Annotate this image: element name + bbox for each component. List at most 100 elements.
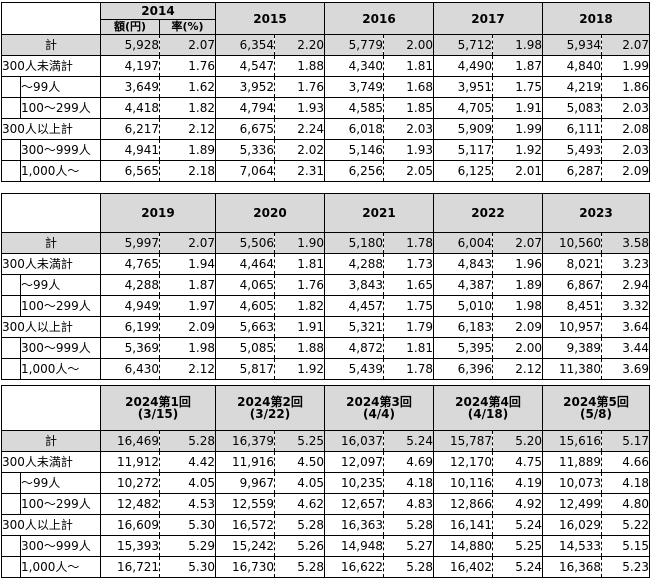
rate-cell: 1.88 [274, 55, 325, 77]
amount-cell: 10,272 [100, 472, 160, 494]
amount-cell: 6,199 [100, 316, 160, 338]
round-header: 2024第3回 (4/4) [324, 385, 434, 431]
rate-cell: 1.75 [492, 76, 543, 98]
amount-cell: 4,457 [324, 295, 384, 317]
amount-cell: 5,180 [324, 232, 384, 254]
amount-cell: 5,909 [433, 118, 493, 140]
row-label: 1,000人～ [20, 556, 101, 578]
header-corner-cell [1, 385, 101, 431]
rate-cell: 4.69 [383, 451, 434, 473]
amount-cell: 10,957 [542, 316, 602, 338]
table-row: 100～299人 12,482 4.53 12,559 4.62 12,657 4.83 12… [1, 493, 650, 515]
amount-cell: 16,141 [433, 514, 493, 536]
amount-cell: 15,242 [215, 535, 275, 557]
amount-cell: 4,872 [324, 337, 384, 359]
rate-cell: 1.90 [274, 232, 325, 254]
row-label: 300人以上計 [1, 514, 101, 536]
rate-cell: 1.76 [159, 55, 216, 77]
rate-cell: 1.75 [383, 295, 434, 317]
rate-cell: 4.53 [159, 493, 216, 515]
rate-cell: 3.44 [601, 337, 650, 359]
table-row: 300人未満計 11,912 4.42 11,916 4.50 12,097 4.69 12,… [1, 451, 650, 473]
rate-cell: 1.98 [492, 34, 543, 56]
indent-spacer [1, 493, 21, 515]
row-label: 1,000人～ [20, 160, 101, 182]
rate-cell: 5.30 [159, 514, 216, 536]
amount-cell: 4,219 [542, 76, 602, 98]
amount-cell: 4,197 [100, 55, 160, 77]
amount-cell: 5,934 [542, 34, 602, 56]
amount-cell: 10,560 [542, 232, 602, 254]
table-row: 計 5,928 2.07 6,354 2.20 5,779 2.00 5,712 1.98 5,9… [1, 34, 650, 56]
rate-cell: 1.99 [492, 118, 543, 140]
rate-cell: 5.25 [492, 535, 543, 557]
amount-cell: 16,037 [324, 430, 384, 452]
wage-table-2019-2023: 2019 2020 2021 2022 2023 計 5,997 2.07 5,506… [1, 193, 650, 380]
amount-cell: 6,256 [324, 160, 384, 182]
rate-cell: 2.24 [274, 118, 325, 140]
table-row: 300人以上計 6,199 2.09 5,663 1.91 5,321 1.79 6,183 2… [1, 316, 650, 338]
rate-cell: 1.85 [383, 97, 434, 119]
amount-cell: 3,649 [100, 76, 160, 98]
year-header: 2016 [324, 2, 434, 35]
amount-cell: 5,928 [100, 34, 160, 56]
rate-cell: 2.12 [492, 358, 543, 380]
indent-spacer [1, 274, 21, 296]
amount-cell: 8,021 [542, 253, 602, 275]
rate-cell: 5.24 [492, 514, 543, 536]
rate-cell: 1.78 [383, 232, 434, 254]
amount-cell: 15,787 [433, 430, 493, 452]
amount-cell: 5,439 [324, 358, 384, 380]
rate-cell: 5.28 [274, 556, 325, 578]
rate-cell: 5.23 [601, 556, 650, 578]
amount-cell: 3,952 [215, 76, 275, 98]
amount-cell: 12,866 [433, 493, 493, 515]
amount-cell: 16,363 [324, 514, 384, 536]
round-header-date: (3/22) [249, 407, 291, 421]
rate-cell: 1.78 [383, 358, 434, 380]
rate-cell: 4.18 [601, 472, 650, 494]
rate-cell: 1.87 [159, 274, 216, 296]
amount-cell: 5,117 [433, 139, 493, 161]
rate-cell: 2.03 [601, 97, 650, 119]
rate-cell: 2.12 [159, 358, 216, 380]
amount-cell: 6,867 [542, 274, 602, 296]
amount-cell: 12,482 [100, 493, 160, 515]
rate-cell: 1.82 [159, 97, 216, 119]
amount-cell: 4,585 [324, 97, 384, 119]
amount-cell: 3,951 [433, 76, 493, 98]
amount-cell: 5,506 [215, 232, 275, 254]
rate-cell: 1.89 [159, 139, 216, 161]
row-label: 100～299人 [20, 295, 101, 317]
rate-cell: 4.80 [601, 493, 650, 515]
row-label: ～99人 [20, 274, 101, 296]
amount-cell: 5,779 [324, 34, 384, 56]
row-label: 300人未満計 [1, 55, 101, 77]
rate-cell: 2.02 [274, 139, 325, 161]
rate-cell: 1.93 [274, 97, 325, 119]
amount-cell: 6,111 [542, 118, 602, 140]
rate-cell: 1.73 [383, 253, 434, 275]
rate-cell: 2.07 [492, 232, 543, 254]
rate-cell: 2.07 [159, 34, 216, 56]
rate-cell: 1.88 [274, 337, 325, 359]
amount-cell: 5,369 [100, 337, 160, 359]
amount-subheader: 額(円) [100, 19, 160, 35]
indent-spacer [1, 472, 21, 494]
rate-cell: 1.94 [159, 253, 216, 275]
amount-cell: 16,609 [100, 514, 160, 536]
amount-cell: 12,097 [324, 451, 384, 473]
amount-cell: 11,912 [100, 451, 160, 473]
rate-cell: 2.12 [159, 118, 216, 140]
round-header-date: (3/15) [137, 407, 179, 421]
rate-cell: 1.92 [274, 358, 325, 380]
amount-cell: 6,396 [433, 358, 493, 380]
rate-cell: 3.32 [601, 295, 650, 317]
rate-cell: 1.65 [383, 274, 434, 296]
rate-cell: 2.18 [159, 160, 216, 182]
amount-cell: 6,565 [100, 160, 160, 182]
rate-cell: 4.50 [274, 451, 325, 473]
row-label: ～99人 [20, 472, 101, 494]
amount-cell: 6,287 [542, 160, 602, 182]
rate-cell: 4.75 [492, 451, 543, 473]
